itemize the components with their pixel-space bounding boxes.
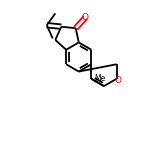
Text: Me: Me	[94, 74, 106, 83]
Text: O: O	[82, 13, 89, 22]
Text: O: O	[115, 76, 122, 85]
